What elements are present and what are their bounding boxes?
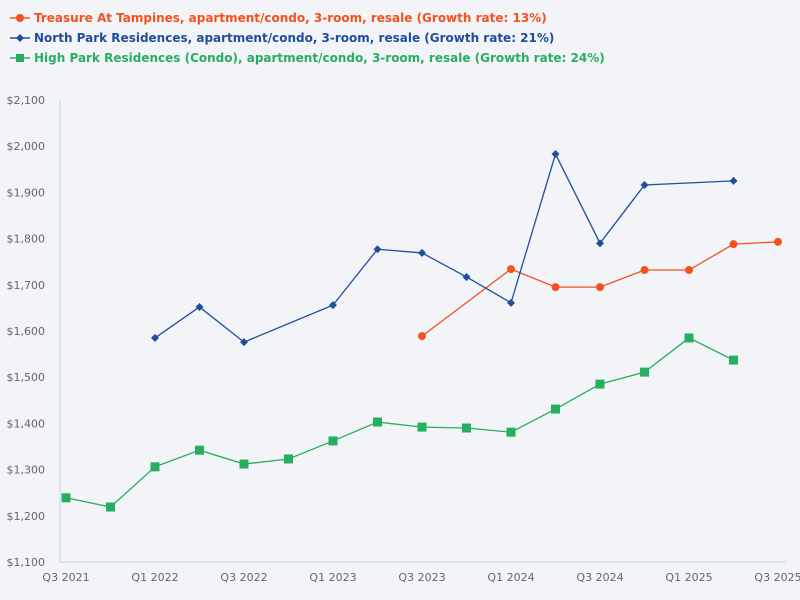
- series-0: [418, 237, 782, 341]
- data-point[interactable]: [418, 332, 426, 341]
- data-point[interactable]: [418, 248, 426, 257]
- legend-label: North Park Residences, apartment/condo, …: [34, 31, 555, 45]
- data-point[interactable]: [729, 240, 738, 249]
- data-point[interactable]: [685, 266, 693, 275]
- data-point[interactable]: [507, 298, 515, 307]
- legend-item-high-park-residences[interactable]: High Park Residences (Condo), apartment/…: [10, 48, 605, 68]
- data-point[interactable]: [684, 333, 694, 343]
- data-point[interactable]: [417, 422, 427, 432]
- data-point[interactable]: [150, 462, 160, 472]
- data-point[interactable]: [151, 333, 159, 342]
- y-tick-label: $1,600: [7, 325, 46, 338]
- y-tick-label: $2,000: [7, 140, 46, 153]
- data-point[interactable]: [596, 239, 604, 248]
- data-point[interactable]: [551, 404, 560, 414]
- data-point[interactable]: [774, 237, 782, 246]
- square-marker-icon: [10, 54, 30, 62]
- legend-item-north-park-residences[interactable]: North Park Residences, apartment/condo, …: [10, 28, 605, 48]
- x-tick-label: Q3 2023: [398, 571, 445, 584]
- x-tick-label: Q3 2025: [754, 571, 800, 584]
- series-1: [151, 150, 738, 347]
- chart-legend: Treasure At Tampines, apartment/condo, 3…: [10, 8, 605, 68]
- x-tick-label: Q1 2024: [487, 571, 534, 584]
- x-tick-label: Q3 2022: [220, 571, 267, 584]
- y-tick-label: $2,100: [7, 94, 46, 107]
- x-axis: Q3 2021 Q1 2022 Q3 2022 Q1 2023 Q3 2023 Q1 20…: [42, 561, 800, 584]
- x-tick-label: Q3 2024: [576, 571, 623, 584]
- data-point[interactable]: [195, 445, 204, 455]
- x-tick-label: Q1 2023: [309, 571, 356, 584]
- y-tick-label: $1,100: [7, 556, 46, 569]
- y-tick-label: $1,300: [7, 464, 46, 477]
- data-point[interactable]: [729, 355, 738, 365]
- data-point[interactable]: [551, 283, 560, 292]
- y-tick-label: $1,400: [7, 417, 46, 430]
- series-2: [61, 333, 738, 512]
- data-point[interactable]: [195, 302, 204, 311]
- y-tick-label: $1,900: [7, 186, 46, 199]
- data-point[interactable]: [640, 367, 649, 377]
- data-point[interactable]: [595, 379, 605, 389]
- legend-label: High Park Residences (Condo), apartment/…: [34, 51, 605, 65]
- x-tick-label: Q1 2022: [131, 571, 178, 584]
- data-point[interactable]: [329, 301, 337, 310]
- data-point[interactable]: [106, 502, 115, 512]
- y-tick-label: $1,200: [7, 510, 46, 523]
- data-point[interactable]: [239, 459, 249, 469]
- series-layer: [61, 150, 782, 512]
- data-point[interactable]: [596, 283, 604, 292]
- data-point[interactable]: [240, 338, 248, 347]
- y-tick-label: $1,700: [7, 279, 46, 292]
- x-tick-label: Q3 2021: [42, 571, 89, 584]
- data-point[interactable]: [551, 150, 560, 159]
- data-point[interactable]: [729, 176, 738, 185]
- y-axis: $1,100 $1,200 $1,300 $1,400 $1,500 $1,600 $1,7…: [7, 94, 61, 569]
- legend-label: Treasure At Tampines, apartment/condo, 3…: [34, 11, 547, 25]
- data-point[interactable]: [373, 417, 382, 427]
- data-point[interactable]: [462, 272, 471, 281]
- data-point[interactable]: [640, 266, 649, 275]
- diamond-marker-icon: [10, 34, 30, 42]
- data-point[interactable]: [284, 454, 293, 464]
- data-point[interactable]: [507, 265, 515, 274]
- legend-item-treasure-at-tampines[interactable]: Treasure At Tampines, apartment/condo, 3…: [10, 8, 605, 28]
- circle-marker-icon: [10, 14, 30, 22]
- y-tick-label: $1,500: [7, 371, 46, 384]
- data-point[interactable]: [328, 436, 338, 446]
- data-point[interactable]: [462, 423, 471, 433]
- data-point[interactable]: [640, 181, 649, 190]
- y-tick-label: $1,800: [7, 233, 46, 246]
- data-point[interactable]: [61, 493, 71, 503]
- data-point[interactable]: [373, 245, 382, 254]
- data-point[interactable]: [506, 427, 516, 437]
- x-tick-label: Q1 2025: [665, 571, 712, 584]
